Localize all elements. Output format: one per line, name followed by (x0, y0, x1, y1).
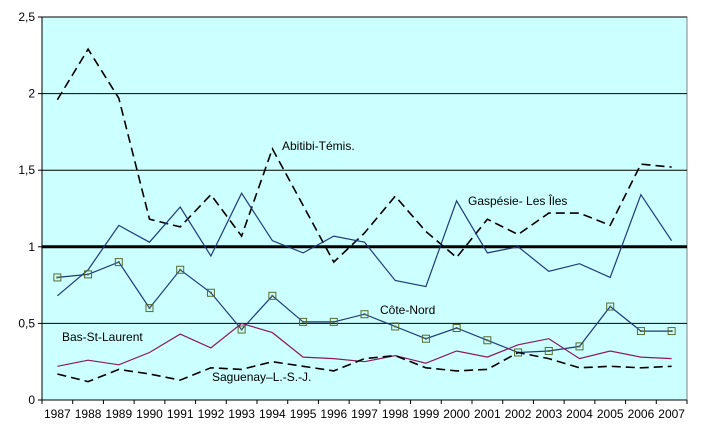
x-tick-label: 1990 (136, 407, 163, 421)
data-point-marker-dot (486, 339, 489, 342)
x-tick-label: 2007 (658, 407, 685, 421)
data-point-marker (452, 323, 461, 332)
series-line-1 (57, 191, 673, 297)
y-tick-label: 2,5 (18, 10, 35, 24)
data-point-marker-dot (639, 330, 642, 333)
data-point-marker-dot (363, 313, 366, 316)
series-line-0 (56, 47, 672, 264)
data-point-marker (299, 317, 308, 326)
x-tick-label: 1998 (382, 407, 409, 421)
series-annotation-label: Abitibi-Témis. (282, 139, 355, 153)
x-tick-label: 1991 (167, 407, 194, 421)
x-tick-label: 1989 (105, 407, 132, 421)
data-point-marker-dot (56, 276, 59, 279)
data-point-marker (206, 288, 215, 297)
x-tick-label: 1992 (198, 407, 225, 421)
data-point-marker-dot (209, 291, 212, 294)
x-tick-label: 2004 (566, 407, 593, 421)
data-point-marker (575, 342, 584, 351)
data-point-marker (667, 327, 676, 336)
data-point-marker (268, 291, 277, 300)
data-point-marker-dot (609, 305, 612, 308)
data-point-marker (391, 322, 400, 331)
data-point-marker (636, 327, 645, 336)
x-tick-label: 2001 (474, 407, 501, 421)
x-tick-label: 1996 (320, 407, 347, 421)
data-point-marker (145, 304, 154, 313)
data-point-marker-dot (670, 330, 673, 333)
data-point-marker (606, 302, 615, 311)
data-point-marker-dot (394, 325, 397, 328)
data-point-marker-dot (179, 268, 182, 271)
x-tick-label: 1988 (75, 407, 102, 421)
x-tick-label: 2002 (505, 407, 532, 421)
series-annotation-label: Saguenay–L.-S.-J. (212, 370, 311, 384)
series-annotation-label: Gaspésie- Les Îles (468, 193, 567, 208)
series-line-4 (57, 351, 672, 383)
data-point-marker-dot (578, 345, 581, 348)
x-tick-label: 1997 (351, 407, 378, 421)
series-annotation-label: Bas-St-Laurent (62, 330, 143, 344)
data-point-marker (84, 270, 93, 279)
y-tick-label: 1,5 (18, 163, 35, 177)
data-point-marker-dot (117, 261, 120, 264)
data-point-marker (329, 317, 338, 326)
x-tick-label: 1993 (228, 407, 255, 421)
data-point-marker (544, 346, 553, 355)
data-point-marker (421, 334, 430, 343)
y-tick-label: 2 (28, 87, 35, 101)
y-tick-label: 0,5 (18, 316, 35, 330)
data-point-marker-dot (547, 349, 550, 352)
data-point-marker (483, 336, 492, 345)
data-point-marker-dot (271, 294, 274, 297)
series-line-3 (57, 322, 672, 367)
y-tick-label: 1 (28, 240, 35, 254)
data-point-marker (176, 265, 185, 274)
data-point-marker-dot (332, 320, 335, 323)
data-point-marker-dot (87, 273, 90, 276)
plot-area (41, 16, 688, 401)
x-tick-label: 1995 (290, 407, 317, 421)
data-point-marker-dot (148, 307, 151, 310)
series-annotation-label: Côte-Nord (380, 303, 435, 317)
x-tick-label: 2000 (443, 407, 470, 421)
data-point-marker-dot (240, 328, 243, 331)
x-tick-label: 2006 (628, 407, 655, 421)
x-tick-label: 1987 (44, 407, 71, 421)
data-point-marker (237, 325, 246, 334)
data-point-marker-dot (302, 320, 305, 323)
data-point-marker (114, 258, 123, 267)
x-tick-label: 2003 (535, 407, 562, 421)
x-tick-label: 1999 (413, 407, 440, 421)
data-point-marker (360, 310, 369, 319)
x-tick-label: 1994 (259, 407, 286, 421)
data-point-marker-dot (424, 337, 427, 340)
x-tick-label: 2005 (597, 407, 624, 421)
y-tick-label: 0 (28, 393, 35, 407)
data-point-marker (53, 273, 62, 282)
data-point-marker-dot (455, 326, 458, 329)
